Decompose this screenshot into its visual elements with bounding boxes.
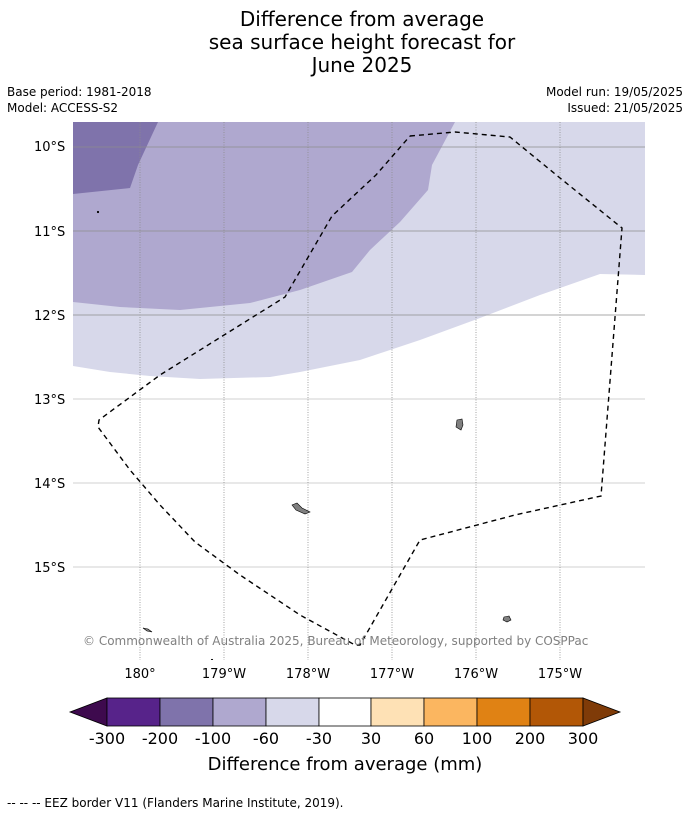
title-line-1: Difference from average: [239, 7, 485, 31]
lon-label-178w: 178°W: [286, 667, 330, 682]
colorbar: [68, 697, 622, 727]
model-name: Model: ACCESS-S2: [7, 101, 119, 115]
colorbar-tick: 100: [462, 729, 493, 748]
colorbar-bin-1: [106, 697, 161, 727]
model-run: Model run: 19/05/2025: [545, 85, 683, 99]
island-southwest: [142, 627, 153, 633]
colorbar-tick: 30: [361, 729, 381, 748]
colorbar-tick: 60: [414, 729, 434, 748]
lat-label-14s: 14°S: [34, 477, 65, 492]
colorbar-bin-8: [476, 697, 531, 727]
anomaly-zone-minus-100-60: [73, 122, 455, 310]
issued-date: Issued: 21/05/2025: [567, 101, 683, 115]
lon-label-179w: 179°W: [202, 667, 246, 682]
meta-left: Base period: 1981-2018 Model: ACCESS-S2: [7, 84, 152, 116]
colorbar-title: Difference from average (mm): [208, 754, 483, 775]
island-east: [455, 418, 464, 431]
colorbar-tick: -100: [195, 729, 231, 748]
latitude-labels: 10°S 11°S 12°S 13°S 14°S 15°S: [34, 140, 65, 576]
lat-label-11s: 11°S: [34, 225, 65, 240]
colorbar-bin-4: [265, 697, 320, 727]
colorbar-bin-2: [159, 697, 214, 727]
longitude-labels: 180° 179°W 178°W 177°W 176°W 175°W: [124, 667, 582, 682]
colorbar-tick: 300: [568, 729, 599, 748]
graticule: [73, 122, 645, 660]
lat-label-13s: 13°S: [34, 393, 65, 408]
colorbar-extension-low: [68, 697, 108, 727]
lat-label-15s: 15°S: [34, 561, 65, 576]
colorbar-bin-6: [370, 697, 425, 727]
colorbar-bin-7: [423, 697, 478, 727]
colorbar-tick: -200: [142, 729, 178, 748]
anomaly-zone-minus-200-100: [73, 122, 158, 194]
land-islands: [96, 210, 512, 660]
eez-legend-note: -- -- -- EEZ border V11 (Flanders Marine…: [7, 796, 344, 810]
lon-label-175w: 175°W: [538, 667, 582, 682]
lon-label-180: 180°: [124, 667, 155, 682]
island-central: [291, 502, 311, 515]
islet-north: [96, 210, 100, 214]
meta-right: Model run: 19/05/2025 Issued: 21/05/2025: [546, 84, 683, 116]
lon-label-176w: 176°W: [454, 667, 498, 682]
eez-border: [97, 131, 623, 646]
colorbar-tick: 200: [515, 729, 546, 748]
colorbar-bin-5: [318, 697, 372, 727]
islet-south: [210, 658, 214, 660]
lon-label-177w: 177°W: [370, 667, 414, 682]
base-period: Base period: 1981-2018: [7, 85, 152, 99]
lat-label-10s: 10°S: [34, 140, 65, 155]
colorbar-bin-3: [212, 697, 267, 727]
title-line-2: sea surface height forecast for: [208, 30, 516, 54]
colorbar-ticks: -300 -200 -100 -60 -30 30 60 100 200 300: [89, 729, 598, 748]
map-title: Difference from average sea surface heig…: [0, 8, 690, 77]
colorbar-extension-high: [582, 697, 622, 727]
island-southeast: [502, 615, 512, 623]
colorbar-tick: -30: [306, 729, 332, 748]
colorbar-bin-9: [529, 697, 584, 727]
colorbar-tick: -300: [89, 729, 125, 748]
map-area: © Commonwealth of Australia 2025, Bureau…: [73, 122, 645, 660]
colorbar-tick: -60: [253, 729, 279, 748]
copyright-note: © Commonwealth of Australia 2025, Bureau…: [83, 634, 588, 648]
title-line-3: June 2025: [311, 53, 413, 77]
lat-label-12s: 12°S: [34, 309, 65, 324]
